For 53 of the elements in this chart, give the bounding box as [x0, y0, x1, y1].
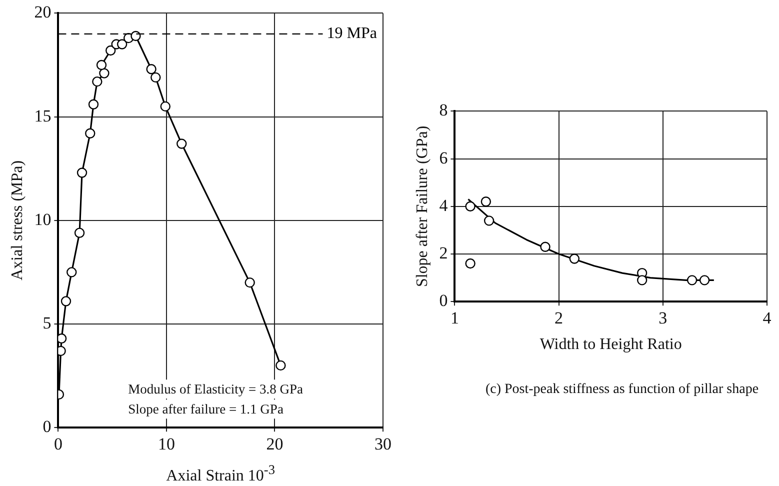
annotation: Slope after failure = 1.1 GPa [128, 402, 284, 417]
point [686, 275, 698, 286]
y-tick-label: 20 [34, 2, 52, 22]
y-tick-label: 8 [439, 100, 448, 120]
x-axis-title: Axial Strain 10$^{-3}$ [165, 462, 276, 486]
point [540, 242, 550, 252]
x-tick-label: 3 [658, 308, 668, 328]
point [484, 216, 494, 226]
x-tick-label: 20 [266, 434, 284, 454]
x-tick-label: 2 [554, 308, 564, 328]
point [146, 64, 156, 74]
point [99, 68, 110, 78]
point [699, 275, 710, 286]
point [96, 60, 107, 70]
y-axis-title: Slope after Failure (GPa) [414, 126, 431, 288]
point [58, 333, 67, 344]
x-tick-label: 1 [450, 308, 459, 328]
point [92, 76, 102, 87]
point [160, 101, 170, 112]
annotation: Modulus of Elasticity = 3.8 GPa [128, 382, 303, 397]
point [106, 45, 116, 56]
point [60, 296, 72, 306]
point [85, 128, 96, 138]
point [74, 228, 85, 238]
point [569, 254, 580, 264]
x-tick-label: 10 [158, 434, 175, 454]
point [130, 30, 141, 42]
y-tick-label: 4 [439, 196, 448, 215]
ref-line-label: 19 MPa [326, 25, 378, 42]
x-tick-label: 4 [762, 308, 772, 328]
x-axis-title: Width to Height Ratio [538, 336, 683, 354]
point [465, 258, 476, 269]
point [244, 277, 255, 288]
x-tick-label: 30 [374, 434, 392, 454]
y-tick-label: 5 [42, 313, 52, 332]
y-tick-label: 6 [439, 148, 448, 168]
y-tick-label: 15 [34, 106, 52, 126]
y-tick-label: 10 [34, 210, 52, 229]
point [88, 99, 99, 110]
point [636, 275, 648, 286]
y-axis-title: Axial stress (MPa) [8, 160, 26, 280]
point [276, 360, 286, 371]
point [116, 39, 128, 50]
y-tick-label: 2 [439, 243, 448, 262]
point [76, 168, 88, 178]
text: (c) Post-peak stiffness as function of pillar shape [484, 382, 760, 398]
point [480, 196, 492, 207]
point [66, 267, 77, 278]
point [465, 201, 476, 212]
y-tick-label: 0 [439, 291, 448, 310]
point [150, 72, 161, 83]
y-tick-label: 0 [42, 417, 52, 436]
point [176, 138, 187, 149]
